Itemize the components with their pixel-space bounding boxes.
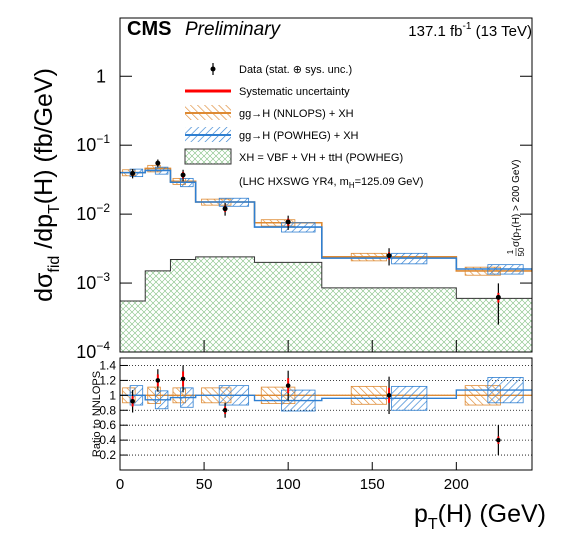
- legend-note: (LHC HXSWG YR4, mH=125.09 GeV): [239, 176, 423, 190]
- side-sub: T: [516, 227, 523, 232]
- x-tick-label: 50: [196, 476, 213, 493]
- y-tick-label: 1: [109, 388, 116, 402]
- ratio-point: [130, 399, 135, 404]
- y-tick-exponent: −2: [96, 201, 110, 215]
- side-frac-num: 1: [506, 249, 515, 254]
- y-title-sub: T: [46, 204, 63, 214]
- y-tick-label: 1.2: [99, 373, 116, 387]
- upper-plot: [120, 159, 532, 352]
- lumi-value: 137.1 fb: [408, 23, 462, 40]
- y-tick-base: 10: [76, 204, 96, 224]
- xh-area: [120, 256, 532, 352]
- legend-marker: [184, 148, 232, 165]
- y-tick-base: 10: [76, 342, 96, 362]
- x-title-sub: T: [428, 516, 438, 533]
- lumi-label: 137.1 fb-1 (13 TeV): [408, 21, 532, 40]
- data-point: [222, 206, 228, 212]
- x-tick-label: 200: [444, 476, 469, 493]
- side-part: (H) > 200 GeV): [511, 160, 522, 228]
- y-title-part: /dp: [30, 214, 58, 256]
- y-tick-base: 10: [76, 273, 96, 293]
- ratio-frame: [119, 357, 533, 471]
- y-tick-label: 1: [96, 66, 106, 86]
- ratio-point: [222, 407, 228, 413]
- y-tick-exponent: −4: [96, 339, 110, 353]
- x-title-part: (H) (GeV): [438, 500, 546, 528]
- ratio-line: [120, 389, 532, 402]
- y-tick-label: 0.6: [99, 418, 116, 432]
- note-part: (LHC HXSWG YR4, m: [239, 176, 349, 188]
- y-tick-label: 10−1: [76, 132, 110, 155]
- legend-label: gg→H (POWHEG) + XH: [239, 130, 359, 142]
- legend-label: Data (stat. ⊕ sys. unc.): [239, 64, 352, 76]
- ratio-point: [496, 437, 501, 443]
- status-label: Preliminary: [185, 19, 282, 40]
- y-tick-label: 0.2: [99, 448, 116, 462]
- y-axis-title: dσfid /dpT(H) (fb/GeV): [30, 68, 63, 302]
- legend-marker: [210, 66, 216, 72]
- x-tick-label: 100: [276, 476, 301, 493]
- legend: Data (stat. ⊕ sys. unc.) Systematic uncer…: [184, 63, 403, 165]
- x-tick-label: 150: [360, 476, 385, 493]
- data-point: [285, 219, 291, 225]
- y-title-part: dσ: [30, 272, 58, 302]
- ratio-point: [155, 378, 161, 383]
- ratio-point: [180, 376, 186, 382]
- x-tick-label: 0: [116, 476, 124, 493]
- x-title-part: p: [414, 500, 428, 528]
- upper-frame: [119, 17, 533, 353]
- y-title-part: (H) (fb/GeV): [30, 68, 58, 204]
- x-axis-title: pT(H) (GeV): [414, 500, 546, 533]
- y-tick-exponent: −1: [96, 132, 110, 146]
- legend-label: XH = VBF + VH + ttH (POWHEG): [239, 152, 403, 164]
- y-tick-base: 10: [76, 135, 96, 155]
- note-part: =125.09 GeV): [355, 176, 424, 188]
- axes: 10−410−310−210−110 50 100 150 2000.20.40.60.…: [76, 66, 532, 493]
- side-label: 1 50 σ(pT(H) > 200 GeV): [506, 160, 526, 257]
- y-tick-label: 1.4: [99, 358, 116, 372]
- lumi-energy: (13 TeV): [471, 23, 532, 40]
- legend-label: gg→H (NNLOPS) + XH: [239, 108, 354, 120]
- y-tick-label: 0.4: [99, 433, 116, 447]
- y-title-sub: fid: [46, 256, 63, 273]
- data-point: [155, 160, 161, 166]
- cms-label: CMS: [127, 18, 171, 40]
- lumi-exponent: -1: [463, 21, 472, 32]
- ratio-y-title: Ratio to NNLOPS: [91, 371, 103, 457]
- prediction-line: [120, 169, 532, 270]
- y-tick-label: 10−4: [76, 339, 110, 362]
- data-point: [386, 253, 392, 259]
- y-tick-label: 0.8: [99, 403, 116, 417]
- side-part: σ(p: [511, 231, 522, 247]
- legend-label: Systematic uncertainty: [239, 86, 350, 98]
- ratio-point: [386, 393, 392, 398]
- side-frac-den: 50: [517, 247, 526, 256]
- y-tick-label: 10−2: [76, 201, 110, 224]
- xh-line: [120, 256, 532, 302]
- data-point: [495, 294, 501, 300]
- y-tick-exponent: −3: [96, 270, 110, 284]
- data-point: [180, 172, 186, 178]
- ratio-point: [285, 383, 291, 388]
- side-text: σ(pT(H) > 200 GeV): [511, 160, 523, 247]
- y-tick-label: 10−3: [76, 270, 110, 293]
- note-sub: H: [349, 181, 355, 190]
- ratio-plot: [120, 365, 532, 456]
- data-point: [130, 170, 136, 176]
